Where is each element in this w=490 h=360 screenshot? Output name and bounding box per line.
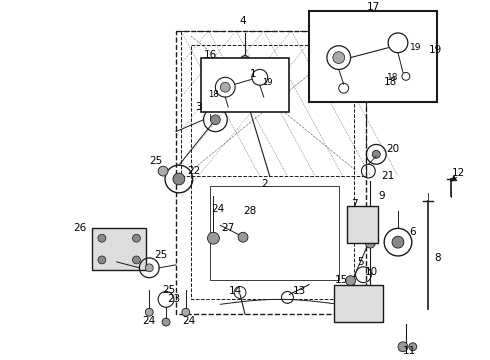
Circle shape [132,234,140,242]
Circle shape [211,115,220,125]
Circle shape [333,52,344,63]
Text: 2: 2 [262,179,268,189]
Text: 11: 11 [403,346,416,356]
Text: 16: 16 [204,50,217,60]
Text: 21: 21 [382,171,395,181]
Text: 18: 18 [387,73,399,82]
Text: 19: 19 [429,45,442,55]
Text: 26: 26 [74,223,87,233]
Circle shape [372,150,380,158]
Text: 18: 18 [208,90,219,99]
Circle shape [146,264,153,272]
Text: 19: 19 [263,78,273,87]
Bar [92,228,147,270]
Circle shape [207,232,220,244]
Text: 23: 23 [167,294,180,305]
Circle shape [238,232,248,242]
Bar [200,58,290,112]
Circle shape [158,166,168,176]
Text: 13: 13 [293,287,306,297]
Text: 25: 25 [149,156,163,166]
Circle shape [98,256,106,264]
Circle shape [240,55,250,66]
Circle shape [240,88,250,98]
Circle shape [98,234,106,242]
Text: 20: 20 [387,144,400,154]
Circle shape [392,236,404,248]
Text: 22: 22 [187,166,200,176]
Circle shape [366,238,375,248]
Text: 10: 10 [365,267,378,277]
Circle shape [220,82,230,92]
Text: 28: 28 [244,206,257,216]
Text: 15: 15 [335,275,348,285]
Text: 24: 24 [182,316,196,326]
Text: 17: 17 [367,2,380,12]
Text: 18: 18 [384,77,397,87]
Text: 27: 27 [221,223,235,233]
Text: 6: 6 [410,227,416,237]
Bar [211,186,339,280]
Bar [334,285,383,322]
Circle shape [132,256,140,264]
Text: 25: 25 [162,284,175,294]
Text: 9: 9 [378,191,385,201]
Text: 1: 1 [249,69,256,79]
Text: 5: 5 [357,257,364,267]
Text: 25: 25 [154,250,168,260]
Text: 8: 8 [434,253,441,263]
Circle shape [182,308,190,316]
Text: 7: 7 [351,199,358,209]
Circle shape [162,318,170,326]
Text: 4: 4 [240,16,246,26]
Bar [346,206,378,243]
Circle shape [409,343,416,351]
Circle shape [345,276,356,285]
Text: 24: 24 [212,204,225,213]
Text: 24: 24 [143,316,156,326]
Text: 14: 14 [228,287,242,297]
Circle shape [146,308,153,316]
Text: 3: 3 [196,102,202,112]
Bar [309,11,438,102]
Text: 12: 12 [452,168,465,178]
Text: 19: 19 [410,43,421,52]
Circle shape [173,173,185,185]
Circle shape [398,342,408,352]
